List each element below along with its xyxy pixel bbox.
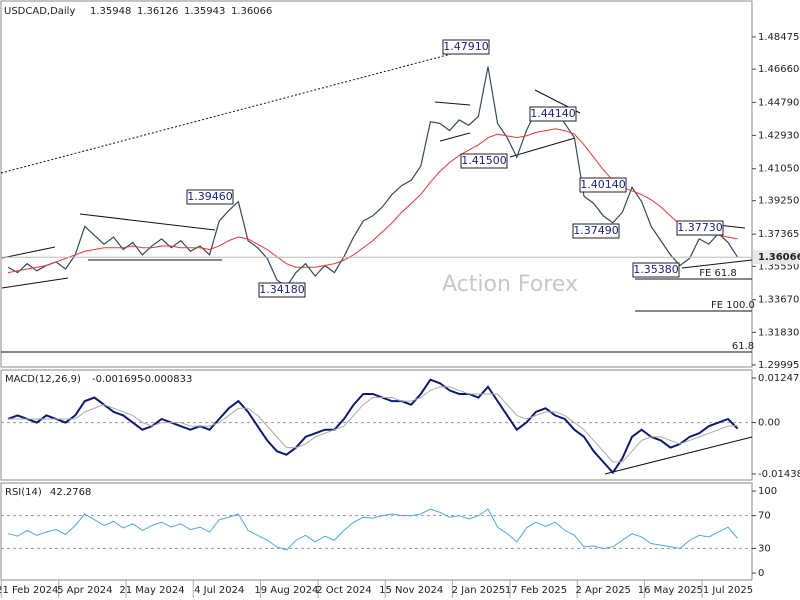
annotation: 1.37490 — [573, 224, 619, 237]
series-line — [7, 508, 738, 551]
annotation: 1.47910 — [443, 40, 489, 53]
trendline — [509, 137, 576, 158]
x-tick-label: 17 Feb 2025 — [505, 585, 567, 596]
y-tick-label: 1.39250 — [758, 196, 799, 207]
annotation-box — [258, 282, 306, 298]
trendline — [1, 246, 56, 259]
current-price-label: 1.36066 — [758, 252, 800, 263]
level-label: FE 100.0 — [711, 300, 755, 311]
annotation: 1.34180 — [259, 283, 305, 296]
annotation: 1.40140 — [580, 178, 626, 191]
x-tick-label: 2 Apr 2025 — [575, 585, 630, 596]
ohlc-value: 1.35948 — [90, 6, 131, 17]
trendlines — [0, 44, 753, 475]
annotation-box — [442, 39, 490, 55]
series-line — [8, 386, 738, 463]
ohlc-value: 1.35943 — [184, 6, 225, 17]
ohlc-value: 1.36126 — [137, 6, 178, 17]
annotation: 1.39460 — [187, 190, 233, 203]
trendline — [1, 277, 69, 289]
annotation-box — [632, 262, 680, 278]
signal-value: -0.000833 — [141, 374, 192, 385]
level-label: FE 61.8 — [699, 268, 737, 279]
y-tick-label: -0.014389 — [758, 469, 800, 480]
y-tick-label: 1.44790 — [758, 97, 799, 108]
macd-value: -0.001695 — [92, 374, 143, 385]
rsi-title: RSI(14) — [5, 487, 42, 498]
annotation-box — [529, 106, 577, 122]
y-tick-label: 1.46660 — [758, 64, 799, 75]
series-line — [7, 66, 739, 288]
annotation-box — [186, 189, 234, 205]
trendline — [439, 132, 471, 142]
x-tick-label: 2 Oct 2024 — [316, 585, 371, 596]
y-tick-label: 1.29995 — [758, 360, 799, 371]
trendline — [79, 213, 216, 231]
ohlc-value: 1.36066 — [231, 6, 272, 17]
y-tick-label: 1.31830 — [758, 327, 799, 338]
y-tick-label: 1.33670 — [758, 295, 799, 306]
y-tick-label: 100 — [758, 486, 777, 497]
series-line — [7, 128, 738, 274]
rsi-panel — [0, 482, 753, 581]
trendline — [681, 259, 753, 269]
y-tick-label: 30 — [758, 543, 771, 554]
y-tick-label: 0.012472 — [758, 373, 800, 384]
y-tick-label: 0.00 — [758, 418, 780, 429]
y-tick-label: 1.41050 — [758, 164, 799, 175]
price-panel — [0, 0, 753, 368]
x-tick-label: 5 Apr 2024 — [57, 585, 112, 596]
annotation-box — [572, 223, 620, 239]
level-label: 61.8 — [732, 341, 754, 352]
y-tick-label: 1.35550 — [758, 261, 799, 272]
annotation: 1.35380 — [633, 263, 679, 276]
trendline — [434, 101, 471, 106]
annotation: 1.44140 — [530, 107, 576, 120]
y-tick-label: 70 — [758, 511, 771, 522]
annotation: 1.37730 — [677, 221, 723, 234]
trendline — [0, 44, 486, 174]
symbol-label: USDCAD,Daily — [4, 6, 75, 17]
current-price-box — [753, 250, 799, 265]
rsi-value: 42.2768 — [50, 487, 91, 498]
macd-title: MACD(12,26,9) — [5, 374, 81, 385]
annotation-box — [579, 177, 627, 193]
y-tick-label: 1.42930 — [758, 130, 799, 141]
x-tick-label: 15 Nov 2024 — [379, 585, 443, 596]
series-line — [7, 378, 739, 475]
annotation-box — [676, 220, 724, 236]
x-tick-label: 1 Jul 2025 — [703, 585, 753, 596]
annotation: 1.41500 — [461, 154, 507, 167]
x-tick-label: 21 Feb 2024 — [0, 585, 58, 596]
x-tick-label: 16 May 2025 — [638, 585, 703, 596]
x-tick-label: 2 Jan 2025 — [452, 585, 506, 596]
watermark: Action Forex — [442, 272, 578, 297]
y-tick-label: 1.48475 — [758, 32, 799, 43]
macd-panel — [0, 369, 753, 481]
y-tick-label: 0 — [758, 568, 764, 579]
y-tick-label: 1.37365 — [758, 229, 799, 240]
x-tick-label: 4 Jul 2024 — [194, 585, 244, 596]
annotation-box — [460, 153, 508, 169]
x-tick-label: 21 May 2024 — [119, 585, 184, 596]
x-tick-label: 19 Aug 2024 — [254, 585, 318, 596]
trendline — [604, 436, 753, 475]
